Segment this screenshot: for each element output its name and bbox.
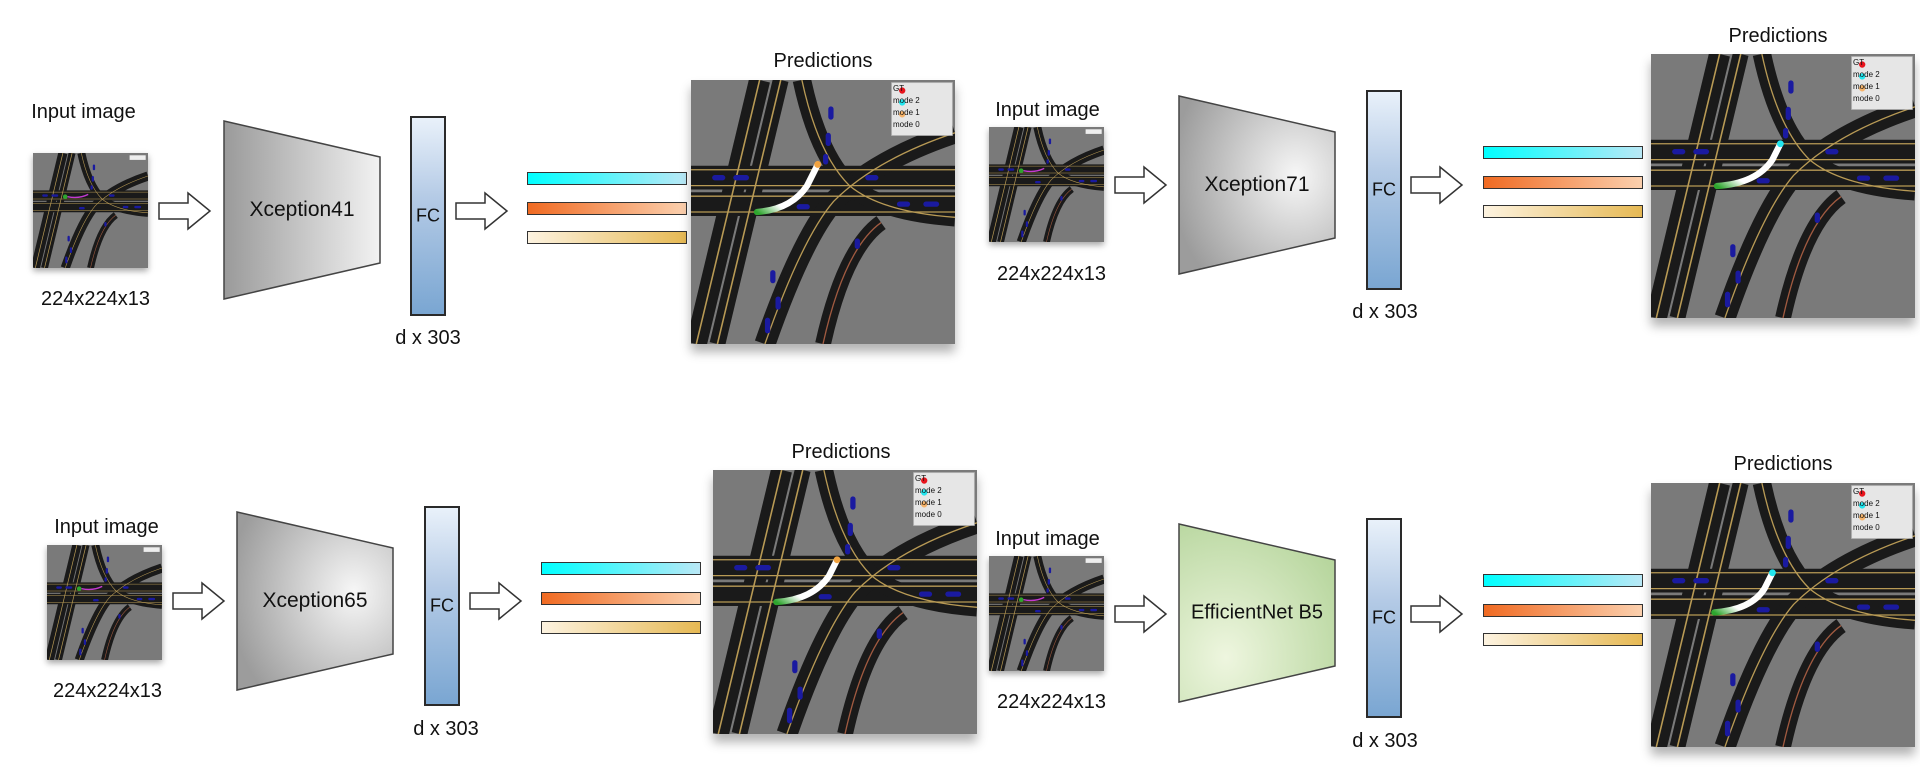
fc-label: FC <box>1372 179 1396 200</box>
output-bar-mode1 <box>541 592 701 605</box>
pipeline-xception71: Input image 224x224x13 Xception71 FC d x… <box>0 25 1920 323</box>
input-dims-label: 224x224x13 <box>997 263 1106 285</box>
output-bar-mode0 <box>1483 205 1643 218</box>
input-image-label: Input image <box>54 516 159 538</box>
predictions-image <box>1651 483 1915 747</box>
arrow-icon <box>1114 594 1168 634</box>
input-image-label: Input image <box>995 528 1100 550</box>
arrow-icon <box>1114 165 1168 205</box>
output-bar-mode2 <box>541 562 701 575</box>
legend-mode2: mode 2 <box>1853 70 1880 79</box>
input-image <box>989 127 1104 242</box>
backbone-name: Xception41 <box>249 198 355 221</box>
legend-entries: GT mode 2 mode 1 mode 0 <box>1853 57 1909 105</box>
fc-layer: FC <box>424 506 460 706</box>
legend-entries: GT mode 2 mode 1 mode 0 <box>1853 486 1909 534</box>
input-image-label: Input image <box>31 101 136 123</box>
fc-layer: FC <box>1366 518 1402 718</box>
output-bar-mode0 <box>541 621 701 634</box>
fc-label: FC <box>1372 607 1396 628</box>
legend-gt: GT <box>893 84 905 93</box>
predictions-image <box>713 470 977 734</box>
fc-dims-label: d x 303 <box>413 718 479 740</box>
backbone-block: Xception41 <box>223 120 381 300</box>
legend-mode0: mode 0 <box>893 120 920 129</box>
legend-mode2: mode 2 <box>1853 499 1880 508</box>
arrow-icon <box>172 581 226 621</box>
fc-dims-label: d x 303 <box>395 327 461 349</box>
legend-mode1: mode 1 <box>915 498 942 507</box>
output-bar-mode1 <box>1483 604 1643 617</box>
legend-mode0: mode 0 <box>1853 523 1880 532</box>
legend-mode2: mode 2 <box>893 96 920 105</box>
predictions-image <box>1651 54 1915 318</box>
pipeline-efficientnet-b5: Input image 224x224x13 EfficientNet B5 F… <box>0 389 1920 778</box>
output-bar-mode0 <box>527 231 687 244</box>
legend-gt: GT <box>915 474 927 483</box>
legend-mode2: mode 2 <box>915 486 942 495</box>
legend-mode1: mode 1 <box>893 108 920 117</box>
backbone-name: EfficientNet B5 <box>1191 601 1323 624</box>
fc-dims-label: d x 303 <box>1352 730 1418 752</box>
input-image-label: Input image <box>995 99 1100 121</box>
arrow-icon <box>455 191 509 231</box>
arrow-icon <box>1410 594 1464 634</box>
input-image <box>33 153 148 268</box>
output-bar-mode1 <box>527 202 687 215</box>
pipeline-xception41: Input image 224x224x13 Xception41 FC d x… <box>31 50 1920 349</box>
predictions-label: Predictions <box>1733 453 1833 475</box>
legend-box <box>1851 485 1913 539</box>
output-bar-mode2 <box>1483 146 1643 159</box>
backbone-name: Xception71 <box>1204 173 1310 196</box>
arrow-icon <box>1410 165 1464 205</box>
pipeline-xception65: Input image 224x224x13 Xception65 FC d x… <box>0 389 1920 778</box>
fc-label: FC <box>416 205 440 226</box>
legend-mode0: mode 0 <box>1853 94 1880 103</box>
arrow-icon <box>469 581 523 621</box>
legend-box <box>891 82 953 136</box>
output-bar-mode2 <box>1483 574 1643 587</box>
legend-box <box>913 472 975 526</box>
legend-gt: GT <box>1853 487 1865 496</box>
input-image <box>47 545 162 660</box>
arrow-icon <box>158 191 212 231</box>
legend-entries: GT mode 2 mode 1 mode 0 <box>893 83 949 131</box>
legend-box <box>1851 56 1913 110</box>
backbone-name: Xception65 <box>262 589 368 612</box>
output-bar-mode0 <box>1483 633 1643 646</box>
legend-entries: GT mode 2 mode 1 mode 0 <box>915 473 971 521</box>
backbone-block: EfficientNet B5 <box>1178 523 1336 703</box>
legend-mode0: mode 0 <box>915 510 942 519</box>
input-dims-label: 224x224x13 <box>53 680 162 702</box>
backbone-block: Xception65 <box>236 511 394 691</box>
predictions-image <box>691 80 955 344</box>
input-dims-label: 224x224x13 <box>997 691 1106 713</box>
predictions-label: Predictions <box>773 50 873 72</box>
input-image <box>989 556 1104 671</box>
fc-layer: FC <box>410 116 446 316</box>
fc-dims-label: d x 303 <box>1352 301 1418 323</box>
input-dims-label: 224x224x13 <box>41 288 150 310</box>
predictions-label: Predictions <box>1728 25 1828 47</box>
legend-gt: GT <box>1853 58 1865 67</box>
fc-layer: FC <box>1366 90 1402 290</box>
predictions-label: Predictions <box>791 441 891 463</box>
output-bar-mode2 <box>527 172 687 185</box>
output-bar-mode1 <box>1483 176 1643 189</box>
backbone-block: Xception71 <box>1178 95 1336 275</box>
legend-mode1: mode 1 <box>1853 82 1880 91</box>
legend-mode1: mode 1 <box>1853 511 1880 520</box>
fc-label: FC <box>430 595 454 616</box>
